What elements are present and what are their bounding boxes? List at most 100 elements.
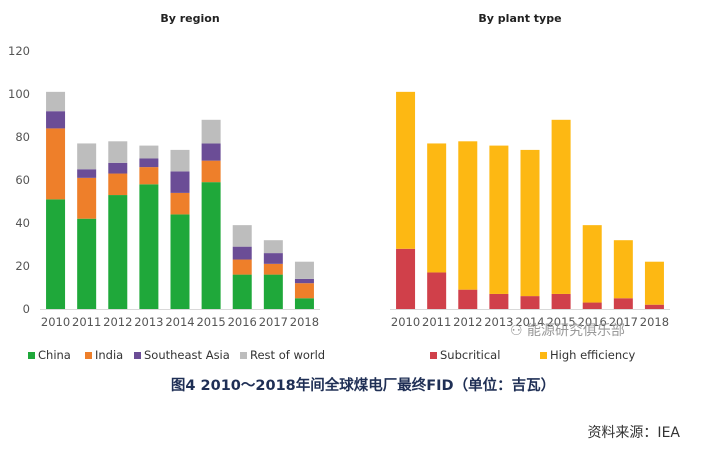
bar-subcritical-2016 bbox=[582, 302, 602, 309]
chart-title: By region bbox=[160, 12, 219, 25]
bar-rest-of-world-2017 bbox=[263, 240, 283, 254]
x-tick-label: 2018 bbox=[290, 315, 319, 329]
x-tick-label: 2015 bbox=[196, 315, 225, 329]
watermark: ⚇ 能源研究俱乐部 bbox=[510, 320, 625, 340]
legend-swatch-subcritical bbox=[430, 352, 437, 359]
x-tick-label: 2012 bbox=[103, 315, 132, 329]
x-tick-label: 2013 bbox=[484, 315, 513, 329]
x-tick-label: 2018 bbox=[640, 315, 669, 329]
y-tick-label: 120 bbox=[8, 44, 30, 58]
legend-label-rest-of-world: Rest of world bbox=[250, 348, 325, 362]
bar-rest-of-world-2014 bbox=[170, 149, 190, 172]
source-note: 资料来源：IEA bbox=[587, 425, 680, 441]
bar-high-efficiency-2010 bbox=[396, 91, 416, 249]
bar-southeast-asia-2010 bbox=[46, 111, 66, 129]
legend-label-high-efficiency: High efficiency bbox=[550, 348, 635, 362]
figure-caption: 图4 2010～2018年间全球煤电厂最终FID（单位：吉瓦） bbox=[170, 378, 556, 394]
y-tick-label: 100 bbox=[8, 87, 30, 101]
x-tick-label: 2016 bbox=[578, 315, 607, 329]
x-tick-label: 2012 bbox=[453, 315, 482, 329]
bar-rest-of-world-2011 bbox=[77, 143, 97, 170]
legend-label-india: India bbox=[95, 348, 123, 362]
y-tick-label: 80 bbox=[15, 130, 30, 144]
bar-subcritical-2017 bbox=[613, 298, 633, 309]
bar-rest-of-world-2015 bbox=[201, 119, 221, 144]
x-tick-label: 2015 bbox=[546, 315, 575, 329]
bar-high-efficiency-2012 bbox=[458, 141, 478, 290]
bar-high-efficiency-2011 bbox=[427, 143, 447, 273]
bar-subcritical-2010 bbox=[396, 248, 416, 309]
bar-southeast-asia-2013 bbox=[139, 158, 159, 168]
bar-high-efficiency-2016 bbox=[582, 225, 602, 303]
wechat-icon: ⚇ bbox=[510, 323, 528, 339]
bar-high-efficiency-2015 bbox=[551, 119, 571, 294]
bar-subcritical-2018 bbox=[644, 304, 664, 309]
bar-southeast-asia-2015 bbox=[201, 143, 221, 161]
bar-high-efficiency-2014 bbox=[520, 149, 540, 297]
bar-southeast-asia-2018 bbox=[294, 278, 314, 284]
x-tick-label: 2010 bbox=[41, 315, 70, 329]
bar-china-2016 bbox=[232, 274, 252, 309]
legend-label-subcritical: Subcritical bbox=[440, 348, 500, 362]
bar-india-2015 bbox=[201, 160, 221, 183]
bar-india-2012 bbox=[108, 173, 128, 196]
x-tick-label: 2010 bbox=[391, 315, 420, 329]
bar-india-2010 bbox=[46, 128, 66, 200]
bar-subcritical-2011 bbox=[427, 272, 447, 309]
bar-southeast-asia-2017 bbox=[263, 253, 283, 264]
x-tick-label: 2011 bbox=[72, 315, 101, 329]
legend-label-southeast-asia: Southeast Asia bbox=[144, 348, 230, 362]
legend-swatch-rest-of-world bbox=[240, 352, 247, 359]
bar-high-efficiency-2013 bbox=[489, 145, 509, 294]
bar-southeast-asia-2011 bbox=[77, 169, 97, 178]
legend-swatch-china bbox=[28, 352, 35, 359]
bar-china-2017 bbox=[263, 274, 283, 309]
legend-swatch-high-efficiency bbox=[540, 352, 547, 359]
bar-china-2011 bbox=[77, 218, 97, 309]
bar-india-2016 bbox=[232, 259, 252, 275]
bar-india-2017 bbox=[263, 263, 283, 275]
bar-high-efficiency-2017 bbox=[613, 240, 633, 299]
bar-subcritical-2015 bbox=[551, 293, 571, 309]
bar-india-2018 bbox=[294, 283, 314, 299]
chart-title: By plant type bbox=[478, 12, 561, 25]
x-tick-label: 2014 bbox=[515, 315, 544, 329]
bar-subcritical-2013 bbox=[489, 293, 509, 309]
bar-rest-of-world-2016 bbox=[232, 225, 252, 247]
bar-china-2012 bbox=[108, 195, 128, 309]
bar-china-2014 bbox=[170, 214, 190, 309]
bar-china-2013 bbox=[139, 184, 159, 309]
bar-china-2015 bbox=[201, 182, 221, 309]
bar-rest-of-world-2012 bbox=[108, 141, 128, 163]
x-tick-label: 2017 bbox=[609, 315, 638, 329]
bar-southeast-asia-2012 bbox=[108, 162, 128, 174]
y-tick-label: 0 bbox=[23, 302, 30, 316]
bar-india-2013 bbox=[139, 167, 159, 185]
chart-by-region: By region 0 20 40 60 80 100 120 2010 2011 2012 2013… bbox=[8, 12, 325, 362]
bar-rest-of-world-2013 bbox=[139, 145, 159, 159]
legend-swatch-india bbox=[85, 352, 92, 359]
bar-rest-of-world-2010 bbox=[46, 91, 66, 112]
x-tick-label: 2014 bbox=[165, 315, 194, 329]
y-tick-label: 40 bbox=[15, 216, 30, 230]
x-tick-label: 2017 bbox=[259, 315, 288, 329]
bar-subcritical-2014 bbox=[520, 296, 540, 309]
y-tick-label: 20 bbox=[15, 259, 30, 273]
bar-rest-of-world-2018 bbox=[294, 261, 314, 279]
bar-india-2011 bbox=[77, 177, 97, 219]
legend-label-china: China bbox=[38, 348, 71, 362]
y-tick-label: 60 bbox=[15, 173, 30, 187]
x-tick-label: 2011 bbox=[422, 315, 451, 329]
bar-subcritical-2012 bbox=[458, 289, 478, 309]
x-tick-label: 2016 bbox=[228, 315, 257, 329]
bar-southeast-asia-2016 bbox=[232, 246, 252, 260]
bar-china-2018 bbox=[294, 298, 314, 309]
x-tick-label: 2013 bbox=[134, 315, 163, 329]
bar-india-2014 bbox=[170, 192, 190, 215]
watermark-text: 能源研究俱乐部 bbox=[527, 323, 626, 339]
bar-china-2010 bbox=[46, 199, 66, 309]
legend-swatch-southeast-asia bbox=[134, 352, 141, 359]
bar-southeast-asia-2014 bbox=[170, 171, 190, 193]
bar-high-efficiency-2018 bbox=[644, 261, 664, 305]
